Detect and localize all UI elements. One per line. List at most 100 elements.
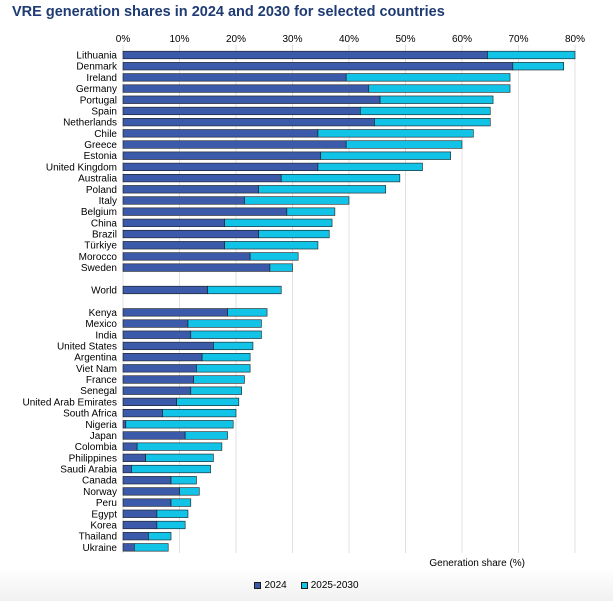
bar-segment-2024 [122,464,132,474]
bar-segment-2025-2030 [136,442,223,451]
category-label: Mexico [85,319,117,330]
bar-segment-2025-2030 [187,319,262,328]
bar-segment-2025-2030 [131,464,211,474]
category-label: Portugal [80,95,117,106]
bar-segment-2024 [122,319,189,328]
category-label: Morocco [79,252,118,263]
x-tick-label: 40% [339,34,359,45]
bar-segment-2024 [122,341,214,351]
bar-segment-2024 [122,420,127,429]
bar-segment-2025-2030 [179,487,200,496]
bar-segment-2024 [122,229,259,239]
bar-segment-2025-2030 [190,386,242,395]
category-label: Philippines [69,453,117,464]
bar-segment-2025-2030 [374,118,491,127]
bar-segment-2025-2030 [317,129,474,138]
bar-segment-2025-2030 [170,476,197,485]
bar-segment-2024 [122,498,172,507]
bar-segment-2025-2030 [227,308,268,317]
category-label: Netherlands [63,118,117,129]
bar-segment-2025-2030 [196,364,251,373]
bar-segment-2025-2030 [249,252,299,261]
category-label: Norway [83,487,117,498]
x-tick-label: 50% [395,34,415,45]
bar-segment-2024 [122,442,138,451]
category-label: Brazil [92,230,117,241]
bar-segment-2024 [122,520,158,530]
bar-segment-2024 [122,263,271,272]
legend-item: 2024 [254,580,287,591]
bar-segment-2024 [122,207,288,216]
x-tick-label: 0% [116,34,131,45]
bar-segment-2025-2030 [190,330,262,339]
category-label: China [91,218,118,229]
bar-segment-2025-2030 [244,196,350,205]
x-tick-label: 70% [508,34,528,45]
chart-title: VRE generation shares in 2024 and 2030 f… [12,4,445,20]
bar-segment-2024 [122,476,172,485]
bar-segment-2025-2030 [224,218,333,227]
category-label: Argentina [74,353,117,364]
bar-segment-2025-2030 [487,50,576,60]
bar-segment-2024 [122,397,177,406]
bar-segment-2025-2030 [134,543,169,552]
bar-segment-2025-2030 [512,62,564,71]
bar-segment-2024 [122,173,282,183]
bar-segment-2024 [122,364,197,373]
bar-segment-2025-2030 [345,140,463,149]
bar-segment-2024 [122,252,251,261]
bar-segment-2024 [122,162,319,172]
legend-swatch [254,582,262,589]
bar-segment-2024 [122,487,180,496]
bar-segment-2024 [122,509,158,518]
category-label: Peru [96,498,117,509]
bar-segment-2025-2030 [201,353,251,362]
category-label: Kenya [89,308,118,319]
category-label: Ireland [86,73,117,84]
bar-segment-2025-2030 [176,397,240,406]
bar-segment-2025-2030 [170,498,192,507]
category-label: Australia [78,174,117,185]
bar-segment-2024 [122,241,225,250]
category-label: Canada [82,476,117,487]
category-label: Chile [94,129,117,140]
category-label: United Kingdom [46,162,117,173]
bar-segment-2025-2030 [148,532,172,541]
bar-segment-2025-2030 [193,375,245,384]
bar-segment-2025-2030 [156,509,189,518]
category-label: Denmark [76,62,118,73]
legend-item: 2025-2030 [300,580,359,591]
bar-segment-2024 [122,308,228,317]
bar-segment-2024 [122,129,319,138]
category-label: Türkiye [84,241,117,252]
bar-segment-2024 [122,118,375,127]
category-label: Lithuania [76,51,117,62]
category-label: Ukraine [83,543,118,554]
bar-segment-2025-2030 [145,453,214,462]
category-label: Belgium [81,207,117,218]
category-label: World [91,285,117,296]
category-label: Thailand [79,532,117,543]
category-label: Nigeria [85,420,117,431]
bar-segment-2024 [122,330,192,339]
category-label: Egypt [91,509,117,520]
bar-segment-2025-2030 [258,185,387,194]
bar-segment-2024 [122,543,135,552]
x-tick-label: 10% [169,34,189,45]
bar-segment-2025-2030 [258,229,330,239]
legend-label: 2024 [264,580,287,591]
bar-segment-2025-2030 [269,263,293,272]
bar-segment-2024 [122,453,146,462]
bar-segment-2024 [122,151,322,160]
bar-segment-2024 [122,285,209,295]
legend: 2024 2025-2030 [0,580,613,591]
bar-segment-2025-2030 [280,173,401,183]
bar-segment-2025-2030 [320,151,451,160]
bar-segment-2025-2030 [286,207,336,216]
category-label: United States [57,341,117,352]
bar-segment-2025-2030 [379,95,494,104]
bar-segment-2025-2030 [125,420,234,429]
category-label: Colombia [75,442,118,453]
bar-segment-2024 [122,106,361,116]
